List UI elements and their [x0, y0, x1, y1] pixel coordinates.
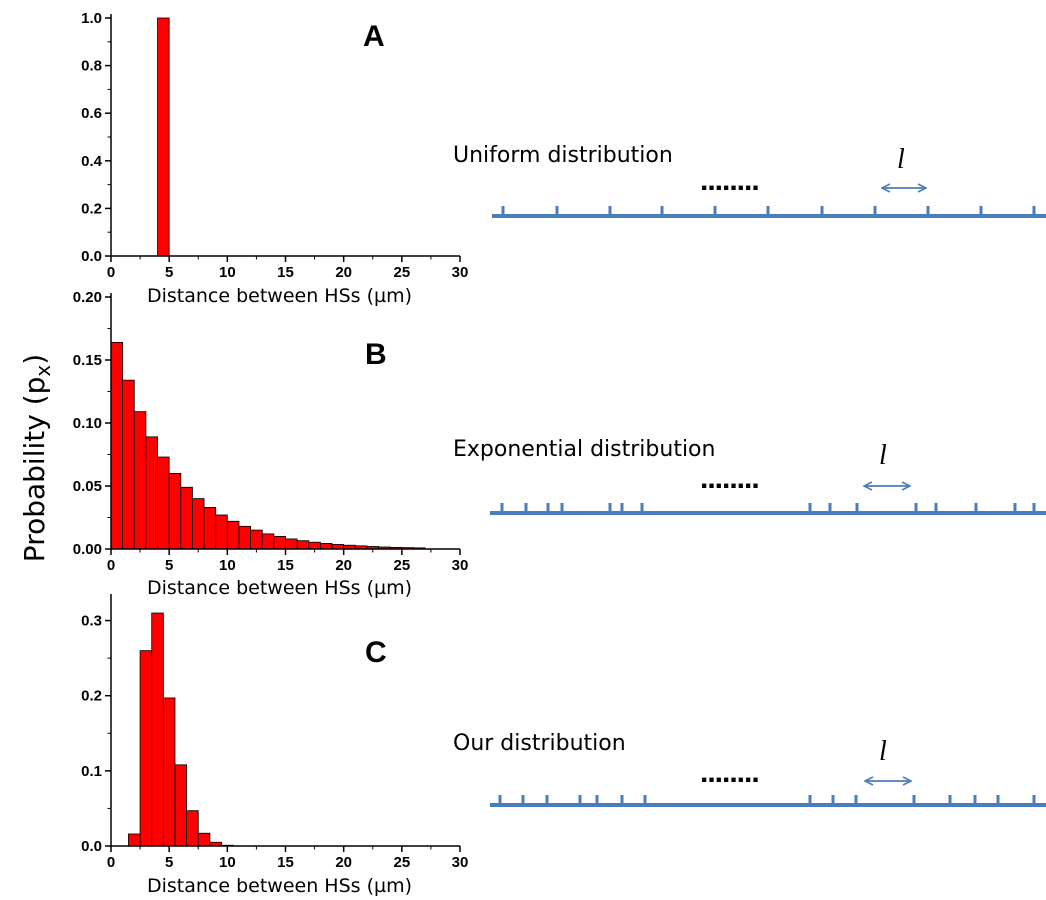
- y-tick-label: 0.0: [81, 838, 102, 855]
- diagram-exponential: Exponential distribution ........ l: [453, 437, 1046, 515]
- x-tick-label: 15: [277, 854, 294, 871]
- hotspot-ticks: [500, 503, 1036, 513]
- bar: [250, 529, 263, 550]
- diagram-ours: Our distribution ........ l: [453, 731, 1046, 807]
- ellipsis: ........: [700, 756, 759, 789]
- bar: [238, 525, 251, 550]
- x-tick-label: 0: [107, 557, 115, 574]
- chart-panel-b: 0 5 10 15 20 25 30 0.00 0.05 0.10 0.15 0.20 Distance…: [73, 289, 469, 599]
- bar: [186, 810, 199, 847]
- x-tick-label: 30: [452, 854, 469, 871]
- bar: [162, 697, 176, 847]
- x-tick-label: 0: [107, 264, 115, 281]
- y-tick-label: 0.0: [81, 248, 102, 265]
- bar: [308, 541, 321, 550]
- bar: [133, 411, 147, 550]
- panel-label: C: [365, 636, 387, 669]
- bar: [122, 379, 135, 550]
- bar: [174, 764, 188, 847]
- bar: [168, 472, 182, 550]
- bar: [157, 17, 170, 257]
- y-tick-label: 0.10: [73, 415, 102, 432]
- y-tick-label: 0.2: [81, 688, 102, 705]
- y-axis-label-sub: x: [31, 365, 55, 377]
- panel-label: A: [363, 20, 385, 53]
- y-tick-label: 0.6: [81, 105, 102, 122]
- length-symbol: l: [897, 144, 905, 175]
- y-axis-label-close: ): [18, 354, 51, 365]
- bar: [273, 536, 286, 550]
- y-tick-label: 0.00: [73, 541, 102, 558]
- x-axis-label: Distance between HSs (µm): [147, 875, 412, 897]
- x-tick-label: 30: [452, 557, 469, 574]
- bar: [157, 456, 170, 550]
- bar: [192, 498, 205, 550]
- y-tick-label: 0.3: [81, 613, 102, 630]
- x-tick-label: 0: [107, 854, 115, 871]
- y-axis-label: Probability (px): [18, 354, 55, 562]
- x-tick-label: 10: [219, 557, 236, 574]
- x-tick-label: 25: [393, 557, 410, 574]
- bar: [139, 650, 153, 847]
- y-tick-label: 0.1: [81, 763, 102, 780]
- hotspot-ticks: [498, 795, 1036, 805]
- hotspot-ticks: [501, 206, 1036, 216]
- chart-panel-a: 0 5 10 15 20 25 30 0.0 0.2 0.4 0.6 0.8 1.0 Distance b…: [81, 10, 468, 307]
- diagram-uniform: Uniform distribution ........ l: [453, 143, 1046, 218]
- y-tick-label: 0.8: [81, 58, 102, 75]
- x-tick-label: 20: [335, 264, 352, 281]
- ellipsis: ........: [700, 164, 759, 197]
- y-tick-label: 0.4: [81, 153, 103, 170]
- y-tick-label: 0.15: [73, 352, 102, 369]
- chart-panel-c: 0 5 10 15 20 25 30 0.0 0.1 0.2 0.3 Distance between…: [81, 594, 468, 897]
- diagram-title: Exponential distribution: [453, 437, 715, 462]
- panel-label: B: [365, 338, 387, 371]
- y-axis-label-main: Probability (p: [18, 377, 51, 563]
- x-tick-label: 15: [277, 557, 294, 574]
- x-tick-label: 30: [452, 264, 469, 281]
- bar: [145, 436, 158, 550]
- x-tick-label: 25: [393, 854, 410, 871]
- x-tick-label: 25: [393, 264, 410, 281]
- ellipsis: ........: [700, 462, 759, 495]
- x-tick-label: 5: [165, 854, 173, 871]
- x-tick-label: 10: [219, 264, 236, 281]
- bar: [261, 533, 275, 550]
- length-symbol: l: [879, 440, 887, 471]
- bar: [296, 540, 310, 550]
- bar: [197, 832, 211, 847]
- bar: [319, 543, 333, 550]
- bar: [203, 507, 217, 550]
- bar: [180, 486, 193, 550]
- x-tick-label: 5: [165, 264, 173, 281]
- bar: [128, 833, 141, 847]
- x-tick-label: 15: [277, 264, 294, 281]
- diagram-title: Our distribution: [453, 731, 626, 756]
- diagram-title: Uniform distribution: [453, 143, 673, 168]
- bar: [226, 520, 240, 550]
- bar: [151, 612, 164, 847]
- x-axis-label: Distance between HSs (µm): [147, 285, 412, 307]
- x-tick-label: 20: [335, 557, 352, 574]
- y-tick-label: 0.05: [73, 478, 102, 495]
- x-tick-label: 10: [219, 854, 236, 871]
- length-symbol: l: [879, 736, 887, 767]
- y-tick-label: 1.0: [81, 10, 102, 27]
- bar: [285, 538, 298, 550]
- y-tick-label: 0.2: [81, 200, 102, 217]
- x-tick-label: 20: [335, 854, 352, 871]
- x-tick-label: 5: [165, 557, 173, 574]
- bar: [110, 341, 124, 550]
- y-tick-label: 0.20: [73, 289, 102, 306]
- bar: [215, 514, 228, 550]
- x-axis-label: Distance between HSs (µm): [147, 577, 412, 599]
